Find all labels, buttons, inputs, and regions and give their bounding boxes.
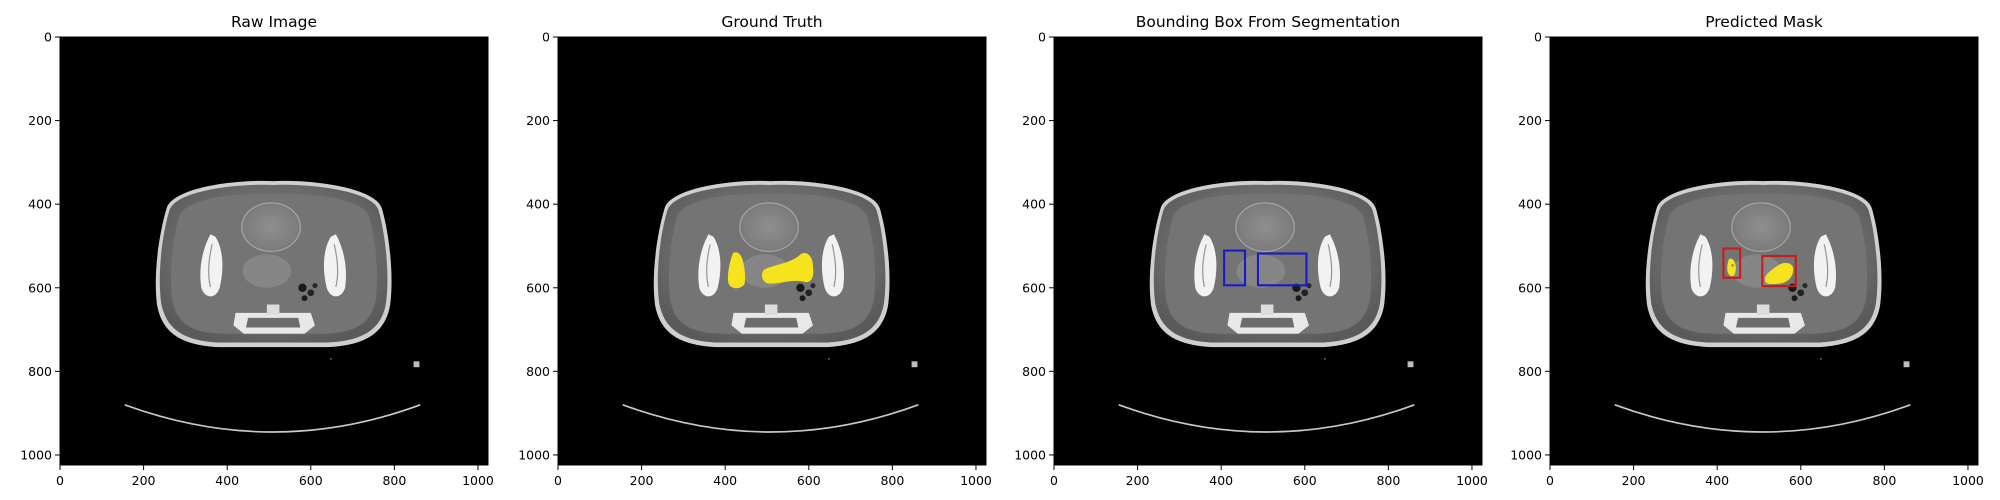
panel-title: Ground Truth xyxy=(721,13,822,31)
ct-image xyxy=(59,36,489,466)
y-tick-label: 200 xyxy=(526,113,550,128)
axes-frame xyxy=(1053,36,1483,466)
y-tick-label: 400 xyxy=(526,197,550,212)
y-tick-label: 600 xyxy=(1518,280,1542,295)
axes-frame xyxy=(1549,36,1979,466)
x-tick-label: 800 xyxy=(880,473,904,488)
x-tick-label: 600 xyxy=(299,473,323,488)
x-tick-label: 200 xyxy=(1622,473,1646,488)
y-tick-label: 800 xyxy=(28,364,52,379)
x-tick-label: 0 xyxy=(554,473,562,488)
y-tick-label: 800 xyxy=(526,364,550,379)
y-tick-label: 0 xyxy=(1534,30,1542,45)
y-tick-label: 800 xyxy=(1518,364,1542,379)
x-tick-label: 600 xyxy=(1789,473,1813,488)
y-tick-label: 0 xyxy=(1038,30,1046,45)
y-tick-label: 1000 xyxy=(1014,447,1046,462)
x-tick-label: 400 xyxy=(1209,473,1233,488)
y-tick-label: 400 xyxy=(28,197,52,212)
x-tick-label: 1000 xyxy=(1456,473,1488,488)
ct-image xyxy=(557,36,987,466)
y-tick-label: 400 xyxy=(1518,197,1542,212)
y-tick-label: 1000 xyxy=(20,447,52,462)
y-tick-label: 0 xyxy=(542,30,550,45)
panel-3: Bounding Box From Segmentation 0 200 400 600… xyxy=(1014,13,1488,488)
x-tick-label: 1000 xyxy=(960,473,992,488)
y-tick-label: 1000 xyxy=(518,447,550,462)
y-tick-label: 600 xyxy=(526,280,550,295)
x-tick-label: 400 xyxy=(1705,473,1729,488)
panel-title: Raw Image xyxy=(231,13,317,31)
ct-image xyxy=(1053,36,1483,466)
y-tick-label: 800 xyxy=(1022,364,1046,379)
y-tick-label: 600 xyxy=(1022,280,1046,295)
x-tick-label: 800 xyxy=(1872,473,1896,488)
y-tick-label: 1000 xyxy=(1510,447,1542,462)
x-tick-label: 400 xyxy=(713,473,737,488)
x-tick-label: 200 xyxy=(132,473,156,488)
panel-title: Bounding Box From Segmentation xyxy=(1136,13,1401,31)
x-tick-label: 400 xyxy=(215,473,239,488)
x-tick-label: 0 xyxy=(1050,473,1058,488)
x-tick-label: 1000 xyxy=(1952,473,1984,488)
panel-2: Ground Truth 0 200 400 600 800 1000 0 200 400 600 8… xyxy=(518,13,992,488)
y-tick-label: 0 xyxy=(44,30,52,45)
axes-frame xyxy=(59,36,489,466)
y-tick-label: 600 xyxy=(28,280,52,295)
x-tick-label: 800 xyxy=(382,473,406,488)
panel-title: Predicted Mask xyxy=(1705,13,1823,31)
y-tick-label: 200 xyxy=(28,113,52,128)
y-tick-label: 400 xyxy=(1022,197,1046,212)
axes-frame xyxy=(557,36,987,466)
x-tick-label: 1000 xyxy=(462,473,494,488)
panel-4: Predicted Mask 0 200 400 600 800 1000 0 200 400 60… xyxy=(1510,13,1984,488)
ct-image xyxy=(1549,36,1979,466)
x-tick-label: 600 xyxy=(797,473,821,488)
x-tick-label: 200 xyxy=(630,473,654,488)
x-tick-label: 0 xyxy=(56,473,64,488)
x-tick-label: 600 xyxy=(1293,473,1317,488)
x-tick-label: 0 xyxy=(1546,473,1554,488)
x-tick-label: 200 xyxy=(1126,473,1150,488)
y-tick-label: 200 xyxy=(1518,113,1542,128)
y-tick-label: 200 xyxy=(1022,113,1046,128)
x-tick-label: 800 xyxy=(1376,473,1400,488)
panel-1: Raw Image 0 200 400 600 800 1000 0 200 400 600 800 1… xyxy=(20,13,494,488)
